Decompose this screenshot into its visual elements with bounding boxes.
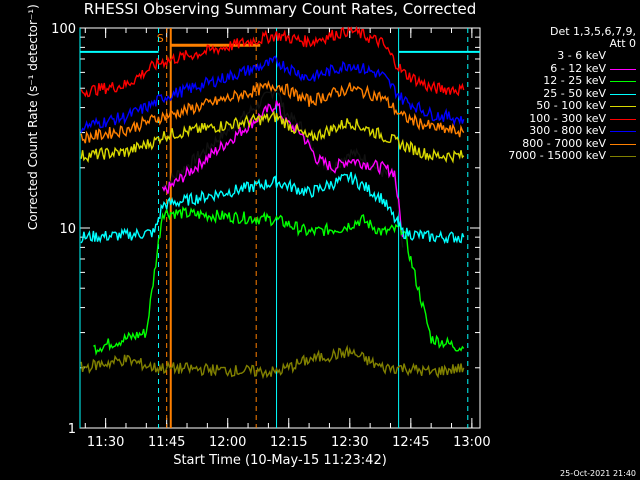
legend-swatch <box>610 143 636 145</box>
legend-swatch <box>610 131 636 132</box>
series-line <box>80 344 465 380</box>
series-line <box>80 110 465 164</box>
x-tick-label: 12:15 <box>270 435 307 450</box>
chart-title: RHESSI Observing Summary Count Rates, Co… <box>83 0 477 18</box>
legend-item: 3 - 6 keV <box>486 50 636 63</box>
y-tick-label: 10 <box>59 222 76 237</box>
legend-swatch <box>610 68 636 70</box>
legend-item: 25 - 50 keV <box>486 86 636 101</box>
legend-swatch <box>610 56 636 57</box>
x-tick-label: 13:00 <box>453 435 490 450</box>
y-tick-label: 100 <box>51 22 76 37</box>
legend-label: 12 - 25 keV <box>543 74 606 87</box>
y-tick-label: 1 <box>68 422 76 437</box>
series-line <box>162 90 404 248</box>
legend-label: 300 - 800 keV <box>529 124 606 137</box>
legend-item: 800 - 7000 keV <box>486 136 636 151</box>
legend-item: 100 - 300 keV <box>486 111 636 126</box>
series-line <box>93 205 465 356</box>
legend-swatch <box>610 118 636 120</box>
legend-swatch <box>610 81 636 82</box>
x-tick-label: 11:45 <box>148 435 185 450</box>
series-line <box>80 55 465 133</box>
legend-label: 3 - 6 keV <box>557 49 606 62</box>
series-line <box>80 171 465 245</box>
x-tick-label: 12:00 <box>209 435 246 450</box>
legend-swatch <box>610 106 636 107</box>
legend-label: 50 - 100 keV <box>536 99 606 112</box>
legend-item: 6 - 12 keV <box>486 61 636 76</box>
legend-label: 6 - 12 keV <box>550 61 606 75</box>
legend-swatch <box>610 156 636 157</box>
legend-swatch <box>610 93 636 95</box>
legend-item: 12 - 25 keV <box>486 75 636 88</box>
y-axis-label: Corrected Count Rate (s⁻¹ detector⁻¹) <box>26 4 40 230</box>
x-tick-label: 11:30 <box>87 435 124 450</box>
legend-detectors: Det 1,3,5,6,7,9, <box>549 25 636 38</box>
legend-item: 300 - 800 keV <box>486 125 636 138</box>
legend-item: 7000 - 15000 keV <box>486 150 636 163</box>
flag-label: S <box>157 32 164 45</box>
legend-label: 25 - 50 keV <box>543 86 606 100</box>
legend-label: 800 - 7000 keV <box>522 136 606 150</box>
legend-label: 100 - 300 keV <box>529 111 606 125</box>
x-tick-label: 12:45 <box>392 435 429 450</box>
legend-item: 50 - 100 keV <box>486 100 636 113</box>
x-tick-label: 12:30 <box>331 435 368 450</box>
series-line <box>80 80 465 144</box>
legend: Det 1,3,5,6,7,9, Att 0 3 - 6 keV 6 - 12 k… <box>486 26 636 163</box>
x-axis-label: Start Time (10-May-15 11:23:42) <box>173 453 387 468</box>
legend-label: 7000 - 15000 keV <box>508 149 606 162</box>
timestamp: 25-Oct-2021 21:40 <box>560 469 636 478</box>
series-line <box>80 25 465 98</box>
legend-attenuator: Att 0 <box>609 37 636 50</box>
